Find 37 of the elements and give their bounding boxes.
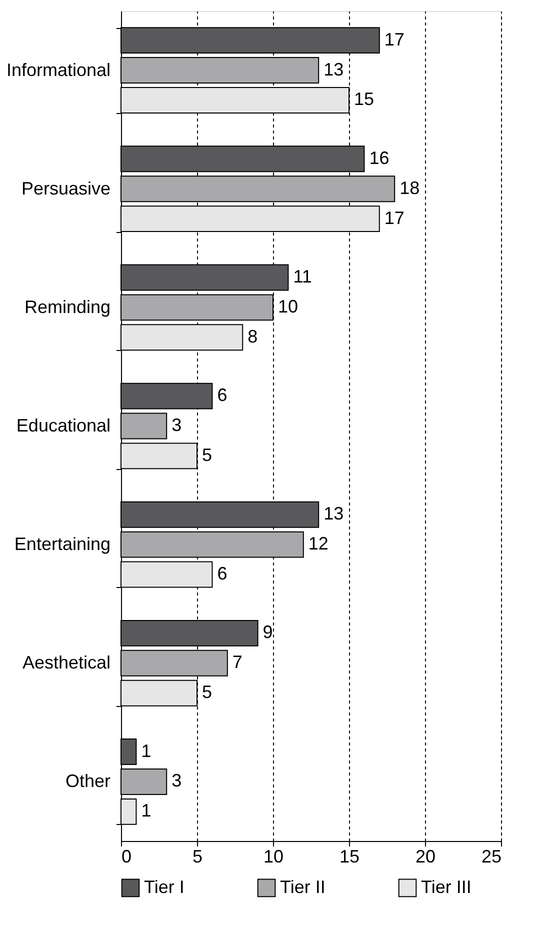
data-label: 18 [400, 178, 420, 198]
data-label: 3 [172, 415, 182, 435]
data-label: 12 [308, 534, 328, 554]
data-label: 13 [324, 59, 344, 80]
data-label: 5 [202, 444, 212, 465]
data-label: 17 [384, 208, 404, 228]
y-tick-label: Persuasive [21, 178, 110, 198]
x-tick-label: 5 [192, 846, 203, 866]
y-tick-label: Entertaining [14, 534, 110, 554]
data-label: 17 [384, 29, 404, 50]
data-label: 6 [217, 385, 228, 406]
y-tick-label: Other [65, 771, 110, 792]
data-label: 8 [248, 326, 258, 346]
y-tick-label: Educational [16, 416, 110, 436]
data-label: 1 [141, 740, 152, 761]
data-label: 15 [354, 89, 374, 110]
data-label: 9 [262, 622, 273, 642]
data-label: 10 [278, 296, 298, 316]
legend-label: Tier III [421, 876, 472, 897]
data-label: 7 [232, 652, 242, 672]
x-tick-label: 15 [339, 846, 360, 866]
y-tick-label: Reminding [24, 296, 110, 317]
y-tick-label: Informational [6, 60, 110, 80]
legend-label: Tier I [144, 876, 184, 897]
data-label: 5 [202, 682, 212, 702]
data-label: 6 [217, 564, 228, 584]
data-label: 16 [369, 148, 390, 168]
legend-label: Tier II [280, 876, 326, 897]
data-label: 11 [293, 266, 312, 286]
x-tick-label: 20 [415, 846, 436, 866]
y-tick-label: Aesthetical [22, 652, 110, 673]
x-tick-label: 0 [122, 846, 132, 866]
data-label: 13 [324, 504, 344, 524]
x-tick-label: 10 [263, 846, 284, 866]
data-label: 1 [141, 800, 152, 821]
data-label: 3 [172, 770, 182, 791]
x-tick-label: 25 [481, 846, 502, 866]
